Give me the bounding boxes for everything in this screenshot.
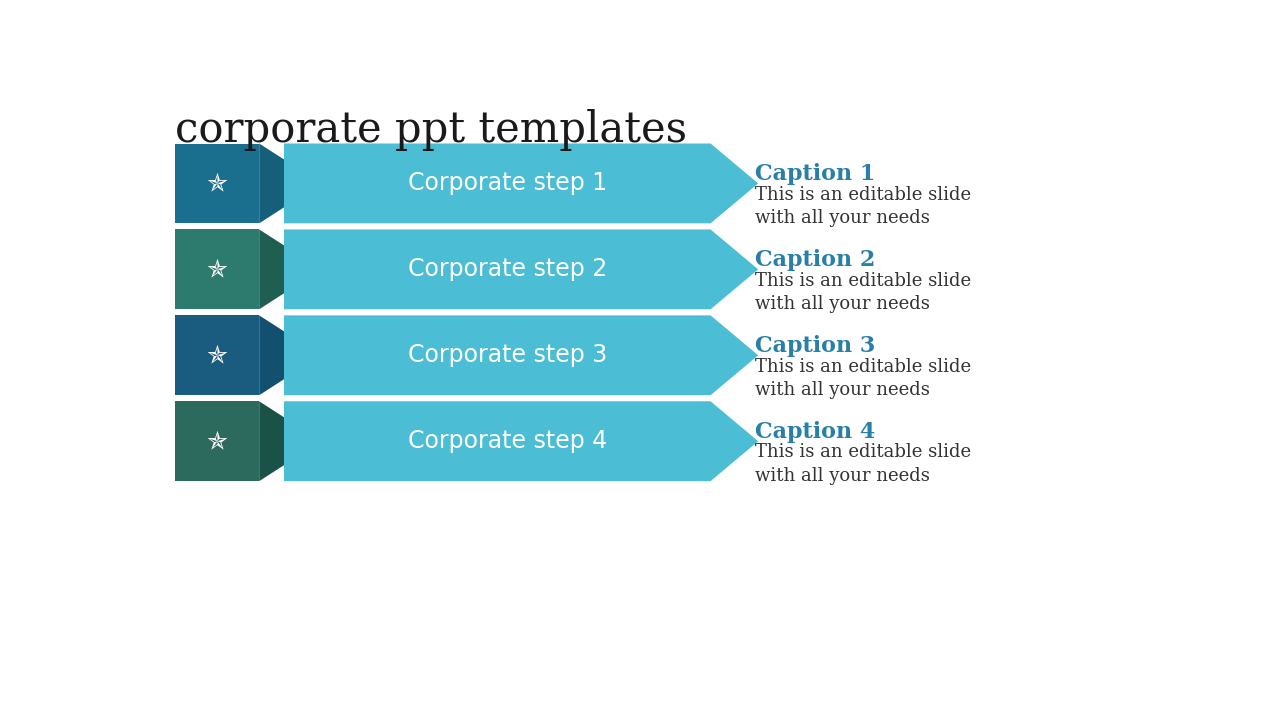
Text: ✯: ✯	[206, 343, 228, 367]
Text: Caption 1: Caption 1	[755, 163, 876, 186]
Text: Corporate step 4: Corporate step 4	[407, 429, 607, 453]
Polygon shape	[175, 143, 259, 223]
Text: Corporate step 1: Corporate step 1	[407, 171, 607, 195]
Text: Caption 4: Caption 4	[755, 421, 876, 444]
Polygon shape	[175, 230, 259, 310]
Text: This is an editable slide
with all your needs: This is an editable slide with all your …	[755, 271, 972, 313]
Polygon shape	[284, 143, 758, 223]
Text: This is an editable slide
with all your needs: This is an editable slide with all your …	[755, 358, 972, 399]
Text: Corporate step 2: Corporate step 2	[407, 257, 607, 282]
Text: Caption 2: Caption 2	[755, 249, 876, 271]
Polygon shape	[259, 143, 284, 223]
Text: This is an editable slide
with all your needs: This is an editable slide with all your …	[755, 444, 972, 485]
Text: ✯: ✯	[206, 429, 228, 453]
Text: Caption 3: Caption 3	[755, 336, 876, 357]
Text: ✯: ✯	[206, 257, 228, 282]
Polygon shape	[284, 230, 758, 310]
Polygon shape	[259, 230, 284, 310]
Text: ✯: ✯	[206, 171, 228, 195]
Polygon shape	[175, 401, 259, 481]
Text: This is an editable slide
with all your needs: This is an editable slide with all your …	[755, 186, 972, 228]
Polygon shape	[259, 401, 284, 481]
Text: corporate ppt templates: corporate ppt templates	[175, 109, 687, 150]
Text: Corporate step 3: Corporate step 3	[407, 343, 607, 367]
Polygon shape	[175, 315, 259, 395]
Polygon shape	[284, 315, 758, 395]
Polygon shape	[284, 401, 758, 481]
Polygon shape	[259, 315, 284, 395]
